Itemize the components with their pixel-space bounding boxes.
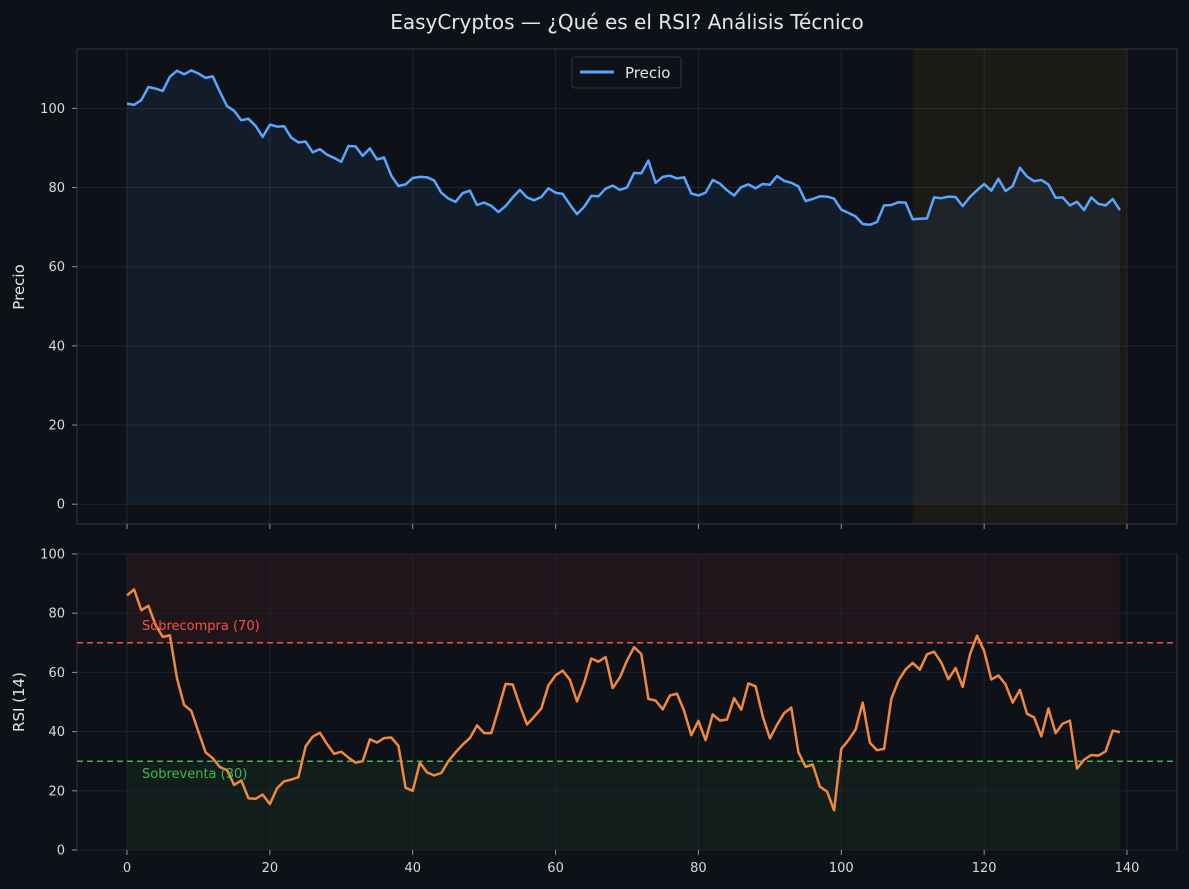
rsi-x-tick-label: 100: [829, 861, 854, 876]
rsi-y-tick-label: 20: [48, 784, 65, 799]
price-y-tick-label: 0: [57, 498, 65, 513]
rsi-y-axis-label: RSI (14): [10, 672, 28, 732]
price-grid: [77, 49, 1177, 524]
oversold-label: Sobreventa (30): [142, 767, 247, 782]
rsi-x-tick-label: 120: [972, 861, 997, 876]
price-panel: 0 20 40 60 80 100 Precio Precio: [10, 48, 1178, 529]
rsi-x-tick-label: 80: [690, 861, 707, 876]
price-highlight-zone: [912, 49, 1127, 524]
price-x-ticks: [126, 524, 1128, 529]
rsi-y-tick-label: 40: [48, 725, 65, 740]
legend-box: [571, 56, 682, 89]
rsi-y-tick-label: 0: [57, 844, 65, 859]
rsi-y-tick-label: 60: [48, 666, 65, 681]
rsi-axes-frame: [76, 553, 1178, 851]
chart-title: EasyCryptos — ¿Qué es el RSI? Análisis T…: [390, 10, 864, 34]
rsi-x-tick-label: 40: [404, 861, 421, 876]
rsi-reference-lines: [77, 642, 1177, 762]
price-area-fill: [127, 70, 1120, 505]
highlight-zone-rect: [912, 49, 1127, 524]
rsi-x-ticks: 0 20 40 60 80 100 120 140: [123, 850, 1140, 876]
rsi-y-tick-label: 80: [48, 607, 65, 622]
rsi-marks: [126, 588, 1121, 812]
rsi-y-ticks: 0 20 40 60 80 100: [40, 548, 77, 859]
rsi-x-tick-label: 0: [123, 861, 131, 876]
rsi-x-tick-label: 20: [262, 861, 279, 876]
price-marks: [126, 69, 1121, 505]
price-axes-frame: [76, 48, 1178, 525]
oversold-zone: [127, 761, 1120, 850]
legend-price-label: Precio: [625, 64, 670, 82]
rsi-y-tick-label: 100: [40, 548, 65, 563]
rsi-zones: [127, 554, 1120, 850]
price-y-tick-label: 20: [48, 419, 65, 434]
price-legend: Precio: [571, 56, 682, 89]
rsi-series-line: [126, 588, 1121, 812]
overbought-label: Sobrecompra (70): [142, 619, 260, 634]
overbought-zone: [127, 554, 1120, 643]
price-y-tick-label: 100: [40, 102, 65, 117]
price-y-tick-label: 40: [48, 339, 65, 354]
price-y-tick-label: 60: [48, 260, 65, 275]
rsi-panel: 0 20 40 60 80 100 0 20 40 60 80 100 120 140 RSI (14)…: [10, 548, 1178, 876]
price-y-ticks: 0 20 40 60 80 100: [40, 102, 77, 513]
price-series-line: [126, 69, 1121, 227]
rsi-x-tick-label: 140: [1115, 861, 1140, 876]
rsi-grid: [77, 553, 1177, 851]
rsi-x-tick-label: 60: [547, 861, 564, 876]
price-y-axis-label: Precio: [10, 264, 28, 309]
price-y-tick-label: 80: [48, 181, 65, 196]
